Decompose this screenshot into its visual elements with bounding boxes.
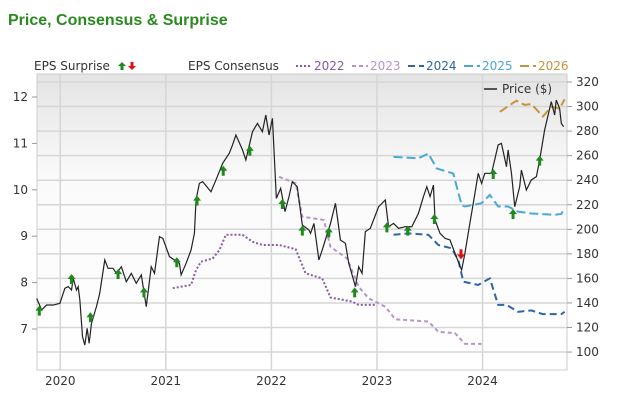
legend-surprise-label: EPS Surprise: [34, 59, 110, 73]
surprise-arrow-up: [245, 145, 254, 156]
surprise-arrow-up: [278, 198, 287, 209]
legend-label-2024: 2024: [426, 59, 457, 73]
left-tick-label: 9: [20, 229, 28, 243]
legend-label-2023: 2023: [370, 59, 401, 73]
surprise-arrow-up: [193, 195, 202, 206]
right-tick-label: 260: [576, 149, 599, 163]
x-tick-label: 2023: [362, 374, 393, 388]
left-tick-label: 12: [13, 90, 28, 104]
surprise-arrow-up: [172, 257, 181, 268]
consensus-line-2023: [278, 175, 482, 345]
price-line: [36, 99, 565, 346]
surprise-arrow-up: [489, 169, 498, 180]
surprise-arrow-up: [67, 273, 76, 284]
left-tick-label: 8: [20, 276, 28, 290]
right-tick-label: 300: [576, 100, 599, 114]
surprise-arrow-up: [114, 268, 123, 279]
left-tick-label: 7: [20, 322, 28, 336]
surprise-arrow-up: [382, 222, 391, 233]
legend-down-arrow-icon: [128, 62, 136, 70]
right-tick-label: 200: [576, 222, 599, 236]
right-tick-label: 280: [576, 124, 599, 138]
legend-label-2026: 2026: [538, 59, 569, 73]
right-tick-label: 220: [576, 198, 599, 212]
left-tick-label: 11: [13, 136, 28, 150]
x-tick-label: 2020: [45, 374, 76, 388]
consensus-line-2025: [393, 152, 566, 216]
surprise-arrow-up: [403, 225, 412, 236]
right-tick-label: 120: [576, 321, 599, 335]
legend-label-2022: 2022: [314, 59, 345, 73]
x-tick-label: 2024: [467, 374, 498, 388]
surprise-arrow-up: [139, 287, 148, 298]
surprise-arrow-up: [509, 209, 518, 220]
surprise-arrow-up: [35, 305, 44, 316]
right-tick-label: 320: [576, 75, 599, 89]
legend-consensus-label: EPS Consensus: [188, 59, 279, 73]
right-tick-label: 100: [576, 345, 599, 359]
x-tick-label: 2021: [151, 374, 182, 388]
consensus-line-2026: [499, 98, 566, 118]
right-tick-label: 160: [576, 271, 599, 285]
surprise-arrow-up: [430, 213, 439, 224]
surprise-arrow-up: [298, 225, 307, 236]
legend-up-arrow-icon: [118, 62, 126, 70]
surprise-arrow-up: [350, 287, 359, 298]
left-tick-label: 10: [13, 183, 28, 197]
surprise-arrow-down: [457, 249, 465, 260]
consensus-line-2022: [172, 233, 376, 306]
x-tick-label: 2022: [256, 374, 287, 388]
surprise-arrow-up: [86, 312, 95, 323]
legend-label-2025: 2025: [482, 59, 513, 73]
right-tick-label: 240: [576, 173, 599, 187]
right-tick-label: 180: [576, 247, 599, 261]
chart-title: Price, Consensus & Surprise: [8, 12, 228, 29]
right-tick-label: 140: [576, 296, 599, 310]
surprise-arrow-up: [324, 227, 333, 238]
surprise-arrow-up: [219, 165, 228, 176]
surprise-arrow-up: [535, 155, 544, 166]
legend-price-label: Price ($): [502, 82, 552, 96]
